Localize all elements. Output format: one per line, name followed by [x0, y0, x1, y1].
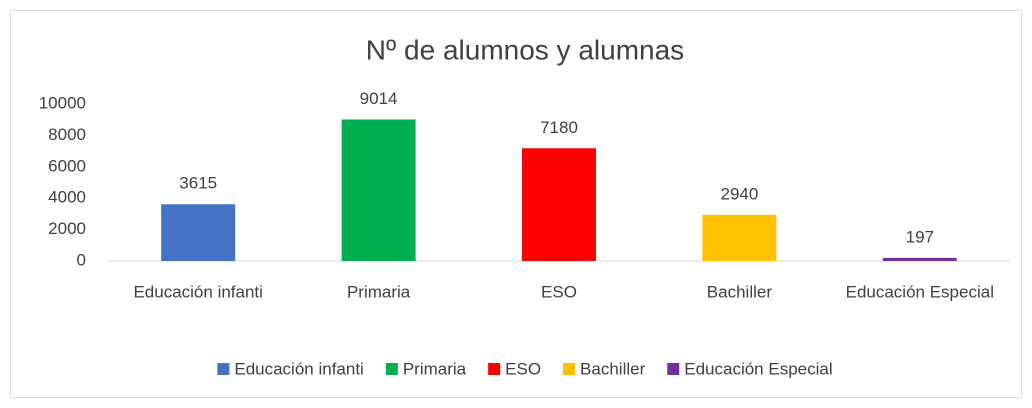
bar — [161, 204, 236, 261]
legend-label: Educación Especial — [684, 359, 832, 378]
legend-swatch — [667, 363, 680, 375]
y-tick-label: 2000 — [48, 219, 86, 238]
legend-label: Bachiller — [580, 359, 646, 378]
bar — [341, 119, 416, 262]
y-tick-label: 10000 — [39, 93, 86, 112]
x-tick-label: Educación Especial — [846, 282, 994, 301]
bar — [882, 257, 957, 261]
legend-label: ESO — [505, 359, 541, 378]
x-tick-label: Bachiller — [707, 282, 773, 301]
legend-swatch — [385, 363, 398, 375]
y-tick-label: 6000 — [48, 156, 86, 175]
bar — [702, 214, 777, 261]
y-tick-label: 8000 — [48, 125, 86, 144]
data-label: 7180 — [540, 118, 578, 137]
legend-label: Primaria — [403, 359, 467, 378]
y-tick-label: 4000 — [48, 188, 86, 207]
data-label: 2940 — [720, 184, 758, 203]
x-tick-label: ESO — [541, 282, 577, 301]
data-label: 197 — [906, 227, 934, 246]
y-tick-label: 0 — [77, 250, 86, 269]
legend-swatch — [488, 363, 501, 375]
data-label: 3615 — [179, 174, 217, 193]
legend-swatch — [217, 363, 230, 375]
legend-label: Educación infanti — [234, 359, 363, 378]
chart-border — [10, 10, 1022, 398]
legend-swatch — [563, 363, 576, 375]
bar — [522, 148, 596, 261]
data-label: 9014 — [360, 89, 398, 108]
chart-title: Nº de alumnos y alumnas — [366, 34, 684, 65]
x-tick-label: Primaria — [347, 282, 411, 301]
x-tick-label: Educación infanti — [133, 282, 262, 301]
